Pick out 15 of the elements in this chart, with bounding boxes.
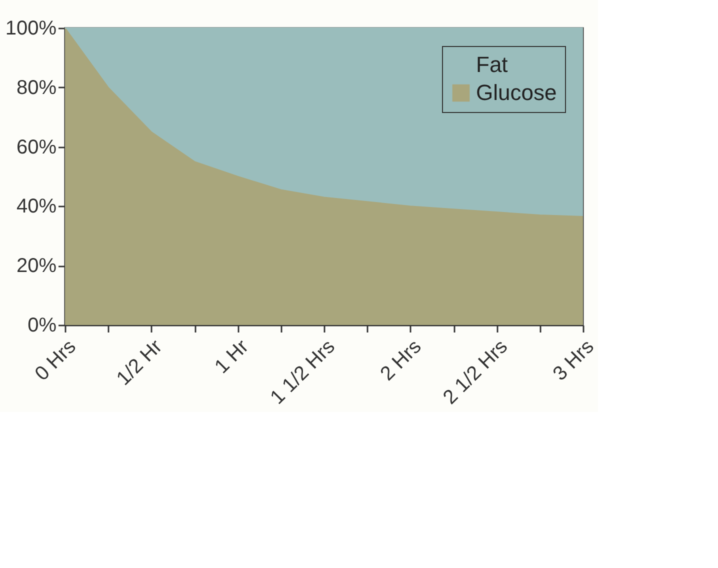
series-label: Fat bbox=[476, 52, 508, 77]
y-tick-label: 0% bbox=[28, 314, 57, 336]
x-tick-label: 1 Hr bbox=[210, 336, 254, 378]
y-tick-label: 60% bbox=[16, 136, 57, 158]
y-tick-label: 80% bbox=[16, 76, 57, 99]
x-tick-label: 2 Hrs bbox=[376, 336, 426, 386]
x-tick-label: 2 1/2 Hrs bbox=[439, 336, 512, 409]
y-tick-label: 100% bbox=[5, 18, 57, 40]
x-tick-label: 0 Hrs bbox=[30, 336, 80, 386]
x-tick-label: 3 Hrs bbox=[548, 336, 598, 386]
x-tick-label: 1/2 Hr bbox=[112, 336, 167, 390]
y-tick-label: 40% bbox=[16, 196, 57, 218]
y-tick-label: 20% bbox=[16, 255, 57, 278]
legend-label: Glucose bbox=[476, 80, 557, 105]
x-tick-label: 1 1/2 Hrs bbox=[266, 336, 340, 409]
